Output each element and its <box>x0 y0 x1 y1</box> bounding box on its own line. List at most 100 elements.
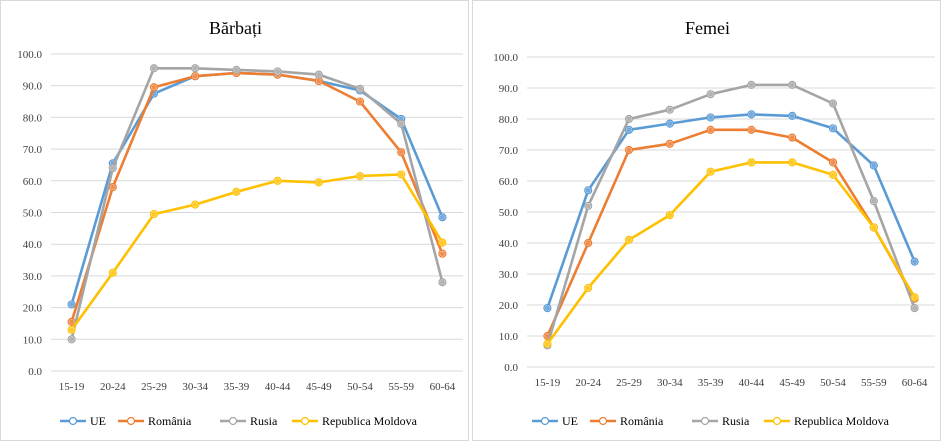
data-point-fill <box>585 203 591 209</box>
data-point-fill <box>789 82 795 88</box>
data-point-fill <box>439 214 445 220</box>
data-point-fill <box>708 127 714 133</box>
legend-swatch-marker <box>126 416 136 426</box>
data-point-fill <box>192 65 198 71</box>
data-point-fill <box>151 65 157 71</box>
legend-swatch-marker <box>540 416 550 426</box>
legend-label: România <box>148 414 192 428</box>
data-point-fill <box>69 327 75 333</box>
y-tick-label: 60.0 <box>23 176 43 188</box>
chart-title: Bărbați <box>209 18 262 38</box>
series-line <box>70 173 444 332</box>
legend-swatch-marker <box>68 416 78 426</box>
x-tick-label: 35-39 <box>224 381 250 393</box>
data-point-fill <box>912 259 918 265</box>
data-point-fill <box>233 189 239 195</box>
y-tick-label: 80.0 <box>23 112 43 124</box>
y-tick-label: 0.0 <box>504 362 518 374</box>
data-point-fill <box>789 159 795 165</box>
data-point-fill <box>316 72 322 78</box>
x-tick-label: 45-49 <box>306 381 332 393</box>
data-point-fill <box>192 73 198 79</box>
data-point-fill <box>69 336 75 342</box>
series-line <box>70 71 444 306</box>
y-tick-label: 10.0 <box>499 331 519 343</box>
data-point-fill <box>398 171 404 178</box>
y-tick-label: 40.0 <box>499 238 519 250</box>
data-point-fill <box>110 184 116 190</box>
line-chart-femei: Femei 0.0 10.0 20.0 30.0 40.0 50.0 60.0 70.0 80.0… <box>493 18 935 428</box>
series-line <box>546 161 916 346</box>
x-tick-label: 55-59 <box>388 381 414 393</box>
y-tick-label: 60.0 <box>499 176 519 188</box>
y-tick-label: 50.0 <box>499 207 519 219</box>
data-point-fill <box>585 187 591 193</box>
x-tick-label: 20-24 <box>100 381 126 393</box>
chart-panel-barbati: Bărbați 0.0 10.0 20.0 30.0 40.0 50.0 60.0 70.0 80… <box>0 0 469 441</box>
legend-label: Rusia <box>250 414 278 428</box>
x-tick-label: 45-49 <box>779 377 805 389</box>
data-point-fill <box>830 172 836 178</box>
y-tick-label: 50.0 <box>23 208 43 220</box>
data-point-fill <box>233 67 239 73</box>
legend-label: România <box>620 414 664 428</box>
legend-label: Republica Moldova <box>794 414 890 428</box>
line-chart-barbati: Bărbați 0.0 10.0 20.0 30.0 40.0 50.0 60.0 70.0 80… <box>17 18 463 428</box>
legend-swatch-marker <box>772 416 782 426</box>
data-point-fill <box>667 107 673 113</box>
data-point-fill <box>871 162 877 169</box>
data-point-fill <box>275 68 281 75</box>
data-point-fill <box>830 159 836 165</box>
data-point-fill <box>708 169 714 175</box>
data-point-fill <box>667 212 673 218</box>
x-tick-label: 40-44 <box>739 377 765 389</box>
data-point-fill <box>748 111 754 117</box>
y-tick-label: 20.0 <box>499 300 519 312</box>
data-point-fill <box>151 84 157 90</box>
data-point-fill <box>316 78 322 84</box>
data-point-fill <box>708 114 714 121</box>
legend-swatch-marker <box>700 416 710 426</box>
y-tick-label: 30.0 <box>23 271 43 283</box>
data-point-fill <box>871 224 877 231</box>
data-point-fill <box>275 178 281 184</box>
x-tick-label: 15-19 <box>535 377 561 389</box>
x-tick-label: 55-59 <box>861 377 887 389</box>
data-point-fill <box>626 237 632 243</box>
x-tick-label: 25-29 <box>616 377 642 389</box>
x-tick-label: 25-29 <box>141 381 167 393</box>
data-point-fill <box>748 159 754 165</box>
y-tick-label: 80.0 <box>499 114 519 126</box>
data-point-fill <box>69 301 75 308</box>
data-point-fill <box>667 121 673 127</box>
y-tick-label: 90.0 <box>23 81 43 93</box>
data-point-fill <box>789 135 795 141</box>
data-point-fill <box>439 240 445 246</box>
y-tick-label: 70.0 <box>23 144 43 156</box>
data-point-fill <box>789 113 795 119</box>
series-line <box>546 128 916 338</box>
y-tick-label: 0.0 <box>28 366 42 378</box>
data-point-fill <box>151 211 157 217</box>
data-point-fill <box>544 341 550 347</box>
data-point-fill <box>748 82 754 88</box>
data-point-fill <box>667 141 673 147</box>
chart-panel-femei: Femei 0.0 10.0 20.0 30.0 40.0 50.0 60.0 70.0 80.0… <box>472 0 941 441</box>
data-point-fill <box>708 91 714 97</box>
data-point-fill <box>439 251 445 257</box>
legend-swatch-marker <box>300 416 310 426</box>
series-line <box>70 67 444 341</box>
data-point-fill <box>357 173 363 179</box>
x-tick-label: 30-34 <box>182 381 208 393</box>
x-tick-label: 60-64 <box>430 381 456 393</box>
y-tick-label: 70.0 <box>499 145 519 157</box>
data-point-fill <box>585 240 591 246</box>
data-point-fill <box>912 294 918 300</box>
legend-swatch-marker <box>598 416 608 426</box>
data-point-fill <box>626 127 632 133</box>
data-point-fill <box>192 201 198 208</box>
data-point-fill <box>69 319 75 325</box>
data-point-fill <box>398 121 404 127</box>
data-point-fill <box>871 198 877 204</box>
x-tick-label: 60-64 <box>902 377 928 389</box>
